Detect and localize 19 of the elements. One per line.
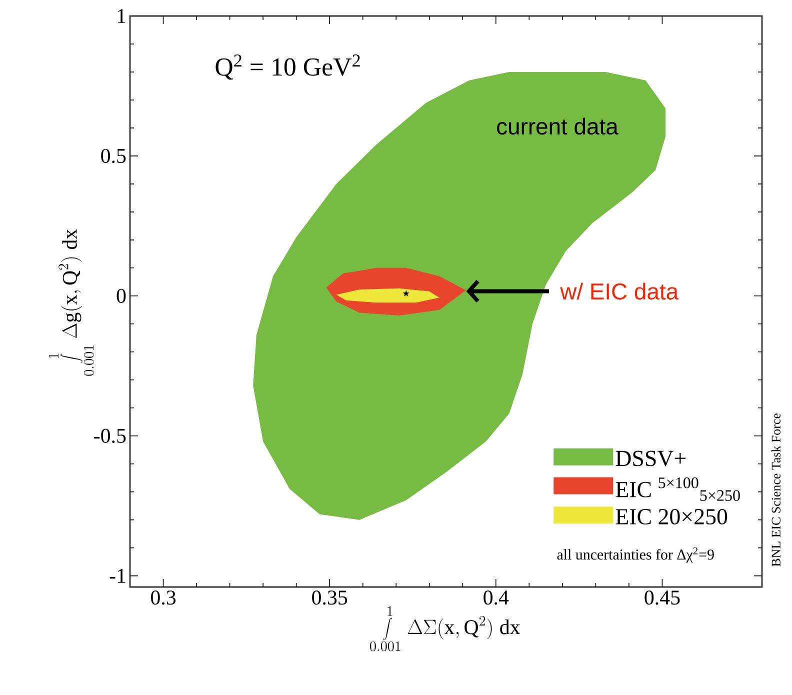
x-tick-label: 0.4 (484, 590, 509, 605)
y-tick-label: -0.5 (94, 428, 126, 443)
y-tick-label: 1 (118, 9, 126, 23)
y-tick-label: 0.5 (101, 148, 126, 164)
text: BNL EIC Science Task Force (771, 414, 780, 566)
annotation: all uncertainties for Δχ$^{2}$=9 (557, 547, 714, 563)
legend-label: DSSV+ (616, 450, 686, 466)
y-tick-label: 0 (116, 288, 126, 303)
x-tick-label: 0.3 (150, 590, 176, 605)
x-tick-label: 0.35 (312, 590, 348, 605)
legend-label: EIC $^{5×100}$5×250 (616, 477, 740, 501)
legend-label: EIC 20×250 (616, 508, 728, 524)
annotation: w/ EIC data (560, 282, 679, 300)
x-axis-title: $\int\limits_{0.001}^{1}\Delta\Sigma(\mathrm{x},\mathrm{Q}^{2})\;\mathrm{dx}$ (370, 606, 520, 652)
text: Q$^{2}$ = 10 GeV$^{2}$ (216, 54, 360, 80)
y-axis-title: $\int\limits_{0.001}^{1}\Delta \mathrm{g}(\mathrm{x},\mathrm{Q}^{2})\;\mathrm{dx}$ (48, 229, 94, 376)
annotation: current data (497, 118, 618, 135)
x-tick-label: 0.45 (644, 590, 680, 605)
y-tick-label: -1 (110, 568, 126, 583)
